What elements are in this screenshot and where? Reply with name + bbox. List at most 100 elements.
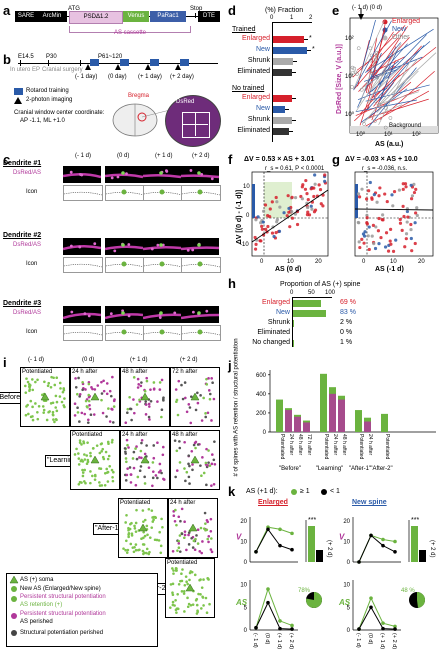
i-spine bbox=[125, 539, 128, 543]
d-err bbox=[293, 61, 297, 62]
g-point bbox=[367, 247, 371, 252]
f-xtick-10: 10 bbox=[287, 259, 294, 265]
e-point bbox=[388, 116, 393, 120]
i-spine bbox=[177, 539, 181, 543]
i-spine bbox=[161, 525, 164, 529]
g-point bbox=[365, 213, 369, 217]
i-spine bbox=[100, 380, 103, 384]
h-label-3: Eliminated bbox=[257, 329, 290, 336]
i-spine bbox=[144, 403, 148, 406]
k-new-bar-lt bbox=[419, 550, 426, 562]
i-spine bbox=[190, 536, 193, 540]
i-spine bbox=[74, 385, 78, 389]
i-spine bbox=[188, 482, 191, 485]
c-col-3: (+ 1 d) bbox=[155, 153, 173, 159]
k-enl-bar-lt bbox=[316, 550, 323, 562]
e-arrow bbox=[373, 74, 400, 107]
i-spine bbox=[87, 399, 91, 403]
i-spine bbox=[134, 521, 138, 525]
i-spine bbox=[134, 483, 138, 487]
j-bar-green bbox=[381, 413, 388, 432]
e-point bbox=[362, 122, 366, 126]
i-spine bbox=[128, 527, 132, 531]
i-map-cell: Potentiated bbox=[20, 367, 70, 427]
panel-label-a: a bbox=[3, 3, 11, 18]
e-background: Background bbox=[389, 123, 422, 129]
i-spine bbox=[185, 470, 189, 474]
i-spine bbox=[161, 453, 165, 457]
i-spine bbox=[161, 445, 165, 449]
g-xlabel: AS (-1 d) bbox=[375, 266, 404, 273]
d-group-trained: Trained bbox=[232, 26, 256, 33]
i-spine bbox=[212, 397, 216, 401]
i-spine bbox=[148, 405, 151, 408]
f-point bbox=[286, 194, 290, 198]
k-new-bar-label: (+ 2 d) bbox=[429, 540, 435, 558]
d-label-untrained-0: Enlarged bbox=[241, 94, 270, 101]
e-legend-other: Other bbox=[392, 34, 410, 41]
k-legend-ge: ≥ 1 bbox=[300, 488, 310, 495]
i-spine bbox=[125, 460, 128, 464]
g-point bbox=[398, 221, 403, 225]
coord-value: AP -1.1, ML +1.0 bbox=[20, 118, 65, 124]
g-point bbox=[357, 221, 361, 225]
h-tick-0: 0 bbox=[290, 290, 294, 296]
i-spine bbox=[105, 382, 109, 385]
i-spine bbox=[135, 403, 139, 406]
f-eq: ΔV = 0.53 × AS + 3.01 bbox=[244, 156, 315, 163]
i-spine bbox=[174, 508, 177, 512]
i-spine bbox=[199, 578, 202, 581]
bregma-label: Bregma bbox=[128, 93, 150, 99]
k-new-as-point bbox=[381, 621, 385, 625]
i-spine bbox=[178, 461, 182, 464]
i-spine bbox=[47, 381, 51, 385]
k-new-v-ytick: 0 bbox=[347, 560, 351, 566]
e-point bbox=[355, 72, 359, 76]
i-spine bbox=[202, 578, 205, 581]
i-cell-label: 24 h after bbox=[122, 432, 148, 439]
i-spine bbox=[187, 475, 191, 479]
micrograph bbox=[63, 306, 101, 323]
j-bar-label: Potentiated bbox=[323, 434, 329, 460]
i-spine bbox=[100, 392, 104, 395]
panel-label-g: g bbox=[332, 152, 340, 167]
f-fit bbox=[251, 189, 329, 243]
e-point bbox=[369, 70, 374, 75]
i-spine bbox=[143, 518, 147, 522]
e-arrow bbox=[366, 31, 394, 72]
i-spine bbox=[160, 408, 164, 411]
d-label-trained-0: Enlarged bbox=[241, 35, 270, 42]
i-spine bbox=[86, 421, 90, 424]
i-spine bbox=[152, 518, 155, 522]
g-point bbox=[377, 216, 381, 221]
g-point bbox=[401, 204, 405, 208]
panel-label-j: j bbox=[228, 358, 232, 373]
i-spine bbox=[204, 522, 207, 525]
i-soma bbox=[90, 392, 100, 401]
i-spine bbox=[175, 398, 179, 402]
i-spine bbox=[188, 464, 191, 468]
i-spine bbox=[150, 509, 154, 512]
g-point bbox=[377, 194, 381, 198]
j-bar-magenta bbox=[338, 399, 345, 432]
g-point bbox=[376, 229, 381, 233]
g-stat: r_s = -0.036, n.s. bbox=[362, 166, 408, 172]
k-new-as-ytick: 10 bbox=[343, 583, 350, 589]
i-spine bbox=[180, 590, 184, 593]
i-spine bbox=[101, 411, 105, 415]
e-arrow bbox=[365, 84, 430, 102]
g-point bbox=[406, 215, 410, 219]
g-point bbox=[409, 236, 413, 241]
i-spine bbox=[128, 395, 131, 399]
g-point bbox=[367, 225, 371, 229]
i-spine bbox=[194, 537, 197, 541]
i-spine bbox=[152, 388, 156, 391]
h-bar-0 bbox=[293, 300, 321, 307]
i-spine bbox=[27, 412, 30, 416]
i-spine bbox=[80, 411, 84, 415]
i-spine bbox=[90, 386, 93, 389]
f-point bbox=[306, 198, 310, 202]
d-tick-0: 0 bbox=[270, 15, 274, 21]
g-point bbox=[389, 242, 393, 246]
